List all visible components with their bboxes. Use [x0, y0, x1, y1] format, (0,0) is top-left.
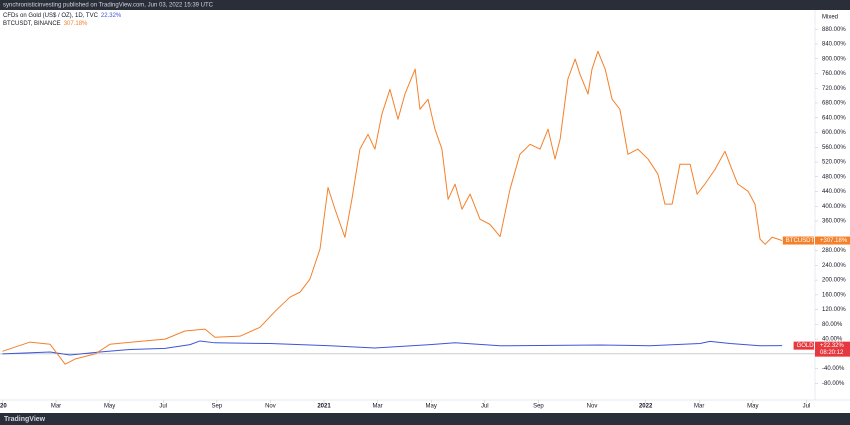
series-line [2, 50, 783, 365]
x-tick-label: Jul [803, 404, 811, 410]
x-tick-label: Nov [587, 404, 598, 410]
axis-label-bg [815, 236, 850, 245]
x-tick-label: Mar [51, 404, 61, 410]
y-tick-label: -80.00% [822, 381, 845, 387]
legend-name: CFDs on Gold (US$ / OZ), 1D, TVC [3, 13, 99, 19]
x-tick-label: May [426, 404, 437, 410]
y-tick-label: 800.00% [822, 56, 846, 62]
axis-label-bg [815, 341, 850, 357]
axis-value-label: +22.32% [820, 343, 845, 349]
x-tick-label: Jul [481, 404, 489, 410]
legend-entry: CFDs on Gold (US$ / OZ), 1D, TVC 22.32% [3, 13, 122, 19]
y-tick-label: 720.00% [822, 86, 846, 92]
x-tick-label: Jul [159, 404, 167, 410]
y-tick-label: 680.00% [822, 101, 846, 107]
countdown: 08:20:12 [820, 350, 844, 356]
footer-brand: TradingView [4, 416, 46, 423]
x-tick-label: Mar [372, 404, 382, 410]
y-tick-label: 640.00% [822, 115, 846, 121]
x-tick-label: 2021 [317, 404, 331, 410]
y-tick-label: 840.00% [822, 42, 846, 48]
x-tick-label: May [747, 404, 758, 410]
y-tick-label: 400.00% [822, 204, 846, 210]
header-bar [0, 0, 850, 10]
header-text: synchronisticinvesting published on Trad… [3, 3, 214, 9]
y-tick-label: 360.00% [822, 219, 846, 225]
x-tick-label: Nov [265, 404, 276, 410]
legend-name: BTCUSDT, BINANCE [3, 21, 61, 27]
price-tag: BTCUSDT [786, 238, 815, 244]
y-tick-label: 440.00% [822, 189, 846, 195]
y-tick-label: 880.00% [822, 27, 846, 33]
footer-bar [0, 413, 850, 425]
price-tag-bg [793, 341, 814, 350]
y-tick-label: 120.00% [822, 307, 846, 313]
y-tick-label: 200.00% [822, 278, 846, 284]
axis-value-label: +307.18% [820, 238, 848, 244]
series-line [2, 340, 783, 356]
y-tick-label: 280.00% [822, 248, 846, 254]
y-tick-label: 560.00% [822, 145, 846, 151]
x-tick-label: Sep [533, 404, 544, 410]
scale-mode: Mixed [822, 15, 838, 21]
y-tick-label: 600.00% [822, 130, 846, 136]
y-tick-label: 480.00% [822, 174, 846, 180]
x-tick-label: May [104, 404, 115, 410]
x-tick-label: 20 [0, 404, 7, 410]
y-tick-label: 240.00% [822, 263, 846, 269]
y-tick-label: -40.00% [822, 366, 845, 372]
y-tick-label: 40.00% [822, 337, 843, 343]
y-tick-label: 760.00% [822, 71, 846, 77]
y-tick-label: 160.00% [822, 292, 846, 298]
price-tag-bg [782, 236, 814, 245]
legend-entry: BTCUSDT, BINANCE 307.18% [3, 21, 88, 27]
y-tick-label: 520.00% [822, 160, 846, 166]
x-tick-label: Sep [211, 404, 222, 410]
y-tick-label: 80.00% [822, 322, 843, 328]
legend-value: 22.32% [101, 13, 122, 19]
price-tag: GOLD [797, 343, 815, 349]
x-tick-label: Mar [694, 404, 704, 410]
legend-value: 307.18% [64, 21, 88, 27]
x-tick-label: 2022 [639, 404, 653, 410]
